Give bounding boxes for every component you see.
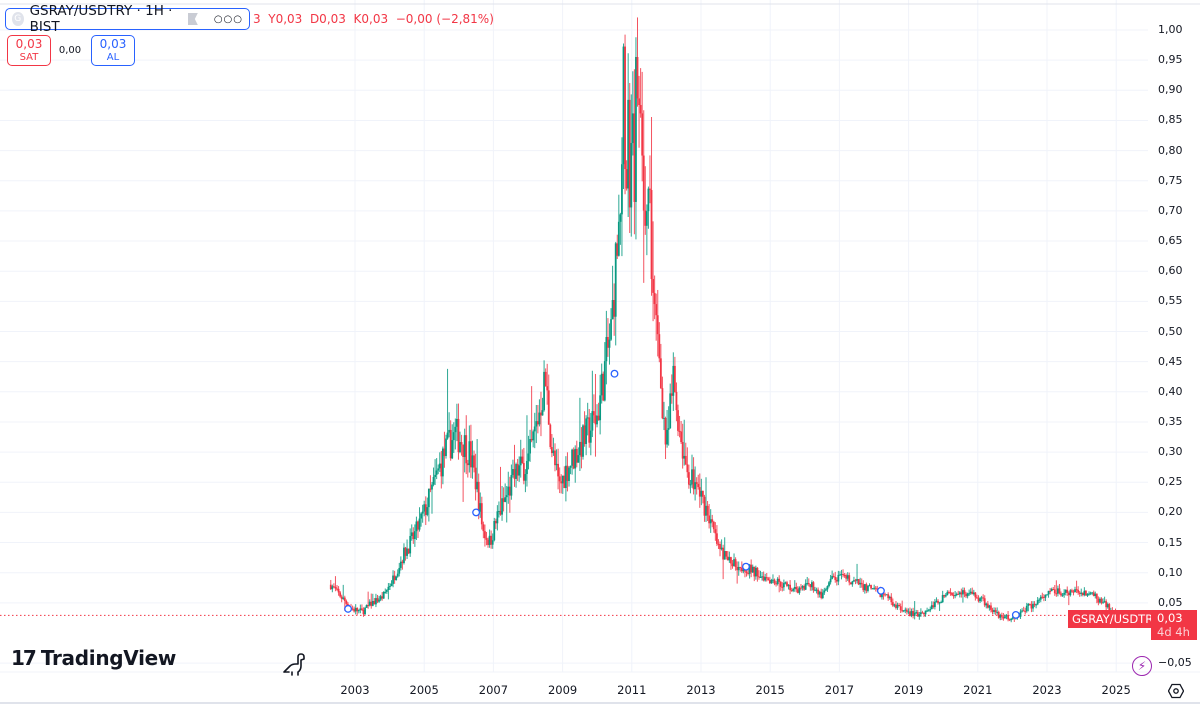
more-options-icon[interactable]: ○○○ [213,13,243,25]
event-marker-icon [876,586,885,595]
time-label: 2019 [893,683,924,697]
time-label: 2009 [547,683,578,697]
tradingview-mark-icon: 17 [11,646,37,670]
ohlc-values: 3 Y0,03 D0,03 K0,03 −0,00 (−2,81%) [253,12,494,26]
price-label: 0,50 [1158,324,1183,338]
bar-countdown: 4d 4h [1157,625,1190,639]
price-label: 0,10 [1158,565,1183,579]
symbol-legend[interactable]: G GSRAY/USDTRY · 1H · BIST ○○○ [5,3,250,35]
price-label: −0,05 [1158,656,1192,670]
buy-label: AL [106,51,120,63]
buy-price: 0,03 [99,36,127,51]
time-label: 2011 [617,683,647,697]
last-price-label: 0,03 4d 4h [1151,610,1197,640]
price-label: 0,70 [1158,203,1183,217]
symbol-title[interactable]: GSRAY/USDTRY · 1H · BIST [29,3,173,35]
event-marker-icon [610,369,619,378]
price-label: 0,05 [1158,595,1183,609]
price-label: 0,55 [1158,294,1183,308]
time-label: 2025 [1101,683,1131,697]
symbol-logo-icon: G [12,12,24,26]
time-label: 2005 [409,683,439,697]
tradingview-logo[interactable]: 17 TradingView [11,646,176,670]
price-label: 0,35 [1158,414,1183,428]
price-label: 0,75 [1158,173,1183,187]
price-label: 0,30 [1158,445,1183,459]
event-marker-icon [1011,610,1020,619]
time-label: 2023 [1032,683,1062,697]
price-label: 1,00 [1158,23,1183,36]
time-label: 2013 [686,683,716,697]
time-label: 2007 [478,683,509,697]
candles [329,17,1117,623]
dinosaur-icon[interactable] [282,652,308,676]
sell-button[interactable]: 0,03 SAT [7,35,51,66]
price-label: 0,65 [1158,234,1183,248]
price-label: 0,95 [1158,53,1183,67]
sell-price: 0,03 [15,36,43,51]
event-marker-icon [742,562,750,571]
sell-label: SAT [19,51,39,63]
last-price-value: 0,03 [1157,611,1183,625]
tradingview-logo-text: TradingView [40,646,177,670]
buy-button[interactable]: 0,03 AL [91,35,135,66]
time-label: 2017 [824,683,855,697]
price-label: 0,45 [1158,354,1183,368]
price-label: 0,85 [1158,113,1183,127]
symbol-price-tag: GSRAY/USDTRY [1068,610,1164,628]
trade-buttons: 0,03 SAT 0,00 0,03 AL [7,35,135,66]
time-label: 2003 [340,683,370,697]
time-label: 2021 [963,683,993,697]
settings-icon[interactable] [1168,683,1184,699]
price-label: 0,60 [1158,264,1183,278]
price-label: 0,20 [1158,505,1183,519]
price-label: 0,90 [1158,83,1183,97]
flag-icon[interactable] [187,13,198,25]
price-label: 0,15 [1158,535,1183,549]
price-label: 0,80 [1158,143,1183,157]
event-marker-icon [472,508,481,517]
time-label: 2015 [755,683,785,697]
price-label: 0,25 [1158,475,1183,489]
price-label: 0,40 [1158,384,1183,398]
spread-value: 0,00 [58,45,82,56]
event-marker-icon [344,604,353,613]
lightning-icon[interactable]: ⚡ [1132,656,1152,676]
